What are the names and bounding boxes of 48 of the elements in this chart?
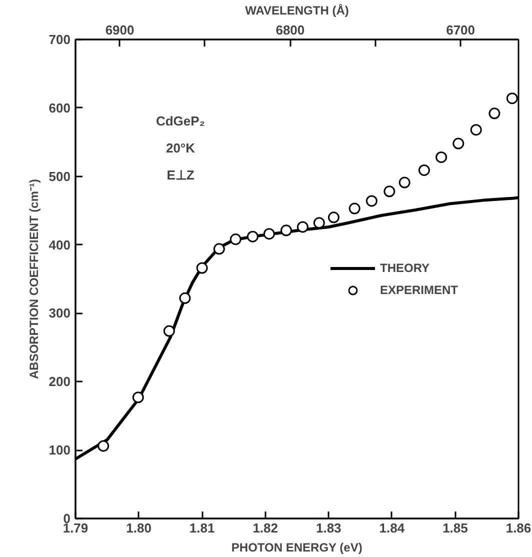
x2-axis-title: WAVELENGTH (Å) — [245, 4, 349, 18]
y-tick-label: 200 — [48, 374, 71, 390]
x2-tick-label: 6900 — [105, 22, 134, 38]
point — [179, 292, 191, 304]
point — [384, 186, 396, 198]
point — [418, 164, 430, 176]
point — [348, 202, 360, 214]
annotation: CdGeP₂ — [156, 114, 206, 128]
x-tick-label: 1.86 — [506, 520, 532, 536]
point — [328, 212, 340, 224]
x2-tick-label: 6800 — [276, 22, 305, 38]
point — [280, 224, 292, 236]
point — [488, 108, 500, 120]
x-axis-title: PHOTON ENERGY (eV) — [231, 540, 362, 554]
y-tick-label: 700 — [48, 32, 71, 47]
x-tick-label: 1.80 — [126, 520, 152, 536]
y-tick-label: 100 — [48, 442, 71, 458]
point — [296, 221, 308, 233]
point — [506, 92, 518, 104]
legend-label: EXPERIMENT — [380, 282, 458, 296]
point — [398, 176, 410, 188]
x2-tick-label: 6700 — [446, 22, 476, 38]
y-tick-label: 500 — [48, 168, 71, 184]
y-tick-label: 600 — [48, 100, 71, 116]
point — [436, 151, 448, 163]
annotation: E⊥Z — [166, 168, 194, 182]
point — [263, 228, 275, 240]
point — [470, 124, 482, 136]
point — [230, 234, 242, 246]
point — [132, 392, 144, 404]
x-tick-label: 1.84 — [379, 520, 406, 536]
point — [163, 325, 175, 337]
point — [98, 440, 110, 452]
point — [213, 243, 225, 255]
point — [246, 230, 258, 242]
x-tick-label: 1.81 — [189, 520, 215, 536]
y-tick-label: 400 — [48, 237, 71, 252]
point — [452, 138, 464, 150]
legend-label: THEORY — [380, 260, 430, 274]
point — [366, 195, 378, 207]
y-tick-label: 300 — [48, 306, 71, 321]
point — [196, 262, 208, 274]
x-tick-label: 1.85 — [442, 520, 468, 536]
y-axis-title: ABSORPTION COEFFICIENT (cm⁻¹) — [26, 178, 41, 379]
x-tick-label: 1.82 — [252, 520, 278, 536]
point — [313, 217, 325, 229]
annotation: 20°K — [166, 140, 196, 156]
x-tick-label: 1.83 — [316, 520, 342, 536]
